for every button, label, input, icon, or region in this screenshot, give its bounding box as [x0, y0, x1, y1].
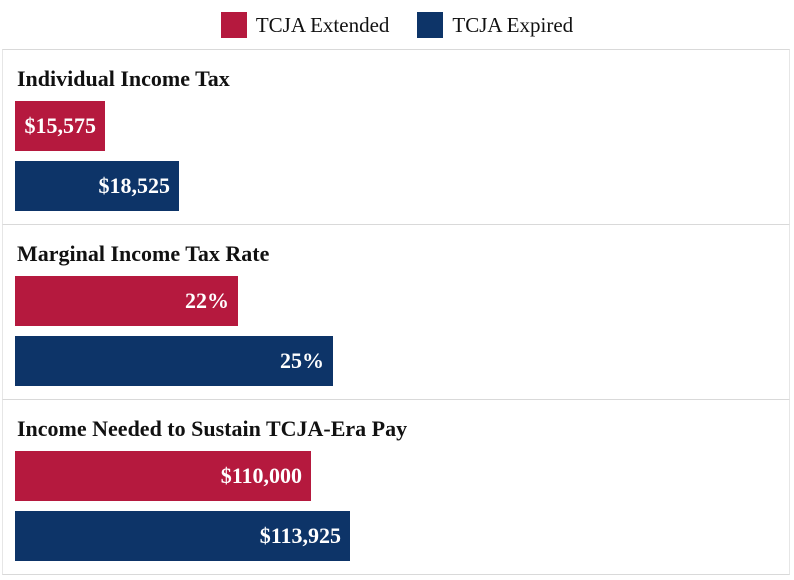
panel-title: Individual Income Tax: [17, 66, 230, 91]
bar-expired: $18,525: [15, 161, 179, 211]
panel-title: Income Needed to Sustain TCJA-Era Pay: [17, 416, 408, 441]
legend-swatch-extended: [220, 12, 247, 38]
legend-item-expired: TCJA Expired: [417, 12, 573, 38]
panel-individual-income-tax: Individual Income Tax $15,575 $18,525: [2, 49, 790, 224]
bar-value-label: $15,575: [24, 113, 97, 138]
bar-value-label: $110,000: [220, 463, 302, 488]
bar-value-label: $18,525: [98, 173, 171, 198]
legend-item-extended: TCJA Extended: [220, 12, 390, 38]
bar-extended: $110,000: [15, 451, 311, 501]
panel-marginal-income-tax-rate: Marginal Income Tax Rate 22% 25%: [2, 224, 790, 399]
panel-income-needed: Income Needed to Sustain TCJA-Era Pay $1…: [2, 399, 790, 575]
bar-extended: 22%: [15, 276, 238, 326]
bar-value-label: 22%: [185, 288, 229, 313]
bar-expired: 25%: [15, 336, 333, 386]
bar-extended: $15,575: [15, 101, 105, 151]
chart-legend: TCJA Extended TCJA Expired: [0, 10, 794, 40]
bar-expired: $113,925: [15, 511, 350, 561]
legend-swatch-expired: [417, 12, 444, 38]
panel-title: Marginal Income Tax Rate: [17, 241, 270, 266]
bar-value-label: 25%: [280, 348, 324, 373]
legend-label-extended: TCJA Extended: [255, 12, 390, 37]
legend-label-expired: TCJA Expired: [452, 12, 574, 37]
bar-value-label: $113,925: [259, 523, 341, 548]
